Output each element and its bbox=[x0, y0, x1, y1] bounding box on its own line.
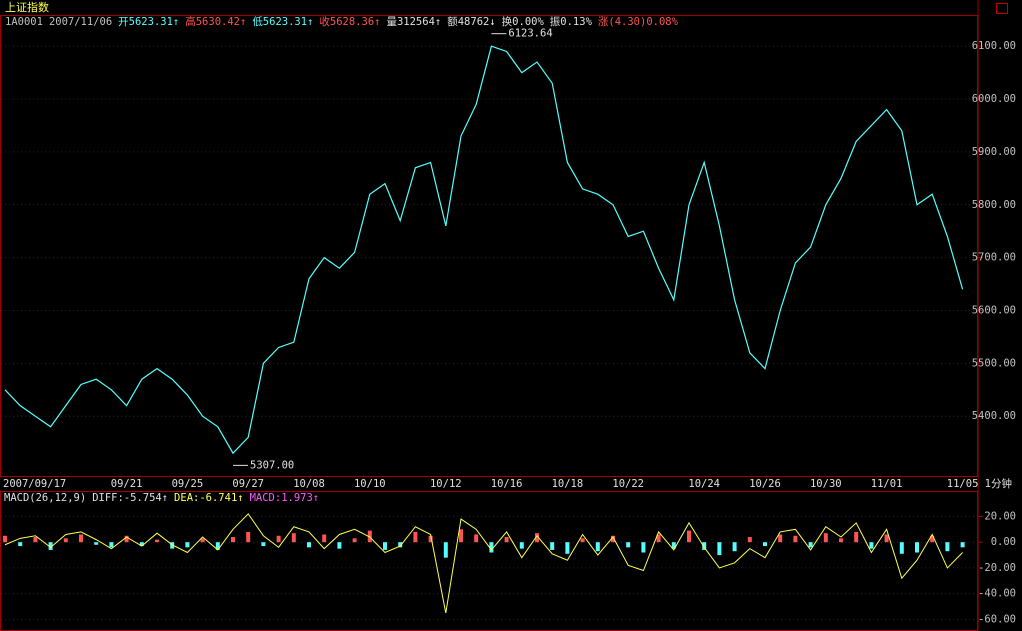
header-item: 额48762↓ bbox=[447, 15, 495, 28]
x-tick-label: 10/30 bbox=[810, 478, 842, 490]
header-line: MACD(26,12,9) DIFF:-5.754↑ DEA:-6.741↑ MACD… bbox=[4, 492, 319, 504]
x-tick-label: 11/05 bbox=[947, 478, 979, 490]
window-icon bbox=[996, 3, 1008, 14]
y-tick-label: 0.00 bbox=[991, 536, 1016, 548]
header-item: 2007/11/06 bbox=[49, 16, 112, 28]
y-tick-label: -60.00 bbox=[978, 613, 1016, 625]
header-item: DIFF:-5.754↑ bbox=[92, 492, 168, 504]
y-tick-label: -40.00 bbox=[978, 588, 1016, 600]
header-item: 开5623.31↑ bbox=[118, 16, 179, 28]
y-tick-label: 5500.00 bbox=[972, 357, 1016, 369]
x-tick-label: 10/26 bbox=[749, 478, 781, 490]
y-tick-label: 20.00 bbox=[984, 510, 1016, 522]
y-tick-label: 6100.00 bbox=[972, 40, 1016, 52]
period-label: 1分钟 bbox=[985, 477, 1012, 490]
header-item: 高5630.42↑ bbox=[185, 15, 246, 28]
header-item: 振0.13% bbox=[550, 15, 593, 28]
x-tick-label: 09/25 bbox=[172, 478, 204, 490]
min-label: 5307.00 bbox=[250, 459, 294, 471]
x-tick-label: 2007/09/17 bbox=[3, 478, 66, 490]
x-tick-label: 10/12 bbox=[430, 478, 462, 490]
x-tick-label: 10/16 bbox=[491, 478, 523, 490]
header-item: 低5623.31↑ bbox=[252, 15, 313, 28]
x-tick-label: 09/27 bbox=[232, 478, 264, 490]
y-tick-label: 5700.00 bbox=[972, 252, 1016, 264]
header-item: MACD(26,12,9) bbox=[4, 492, 86, 504]
header-item: 1A0001 bbox=[5, 16, 43, 28]
header-item: MACD:1.973↑ bbox=[250, 492, 320, 504]
x-tick-label: 10/08 bbox=[293, 478, 325, 490]
y-tick-label: 5600.00 bbox=[972, 304, 1016, 316]
diff-line bbox=[4, 513, 963, 614]
x-tick-label: 11/01 bbox=[871, 478, 903, 490]
y-tick-label: 5400.00 bbox=[972, 410, 1016, 422]
header-line: 1A0001 2007/11/06 开5623.31↑ 高5630.42↑ 低5623.… bbox=[5, 15, 679, 28]
y-tick-label: 6000.00 bbox=[972, 93, 1016, 105]
header-item: 换0.00% bbox=[502, 15, 545, 28]
header-item: 收5628.36↑ bbox=[319, 15, 380, 28]
x-tick-label: 10/22 bbox=[612, 478, 644, 490]
header-item: 量312564↑ bbox=[386, 16, 441, 28]
chart-title: 上证指数 bbox=[5, 0, 49, 14]
header-item: DEA:-6.741↑ bbox=[174, 492, 244, 504]
y-tick-label: 5900.00 bbox=[972, 146, 1016, 158]
x-tick-label: 10/18 bbox=[552, 478, 584, 490]
header-item: 涨(4.30)0.08% bbox=[598, 16, 679, 28]
y-tick-label: 5800.00 bbox=[972, 199, 1016, 211]
max-label: 6123.64 bbox=[508, 28, 552, 40]
price-line bbox=[4, 45, 964, 455]
x-tick-label: 10/10 bbox=[354, 478, 386, 490]
x-tick-label: 09/21 bbox=[111, 478, 143, 490]
y-tick-label: -20.00 bbox=[978, 562, 1016, 574]
x-tick-label: 10/24 bbox=[688, 478, 720, 490]
